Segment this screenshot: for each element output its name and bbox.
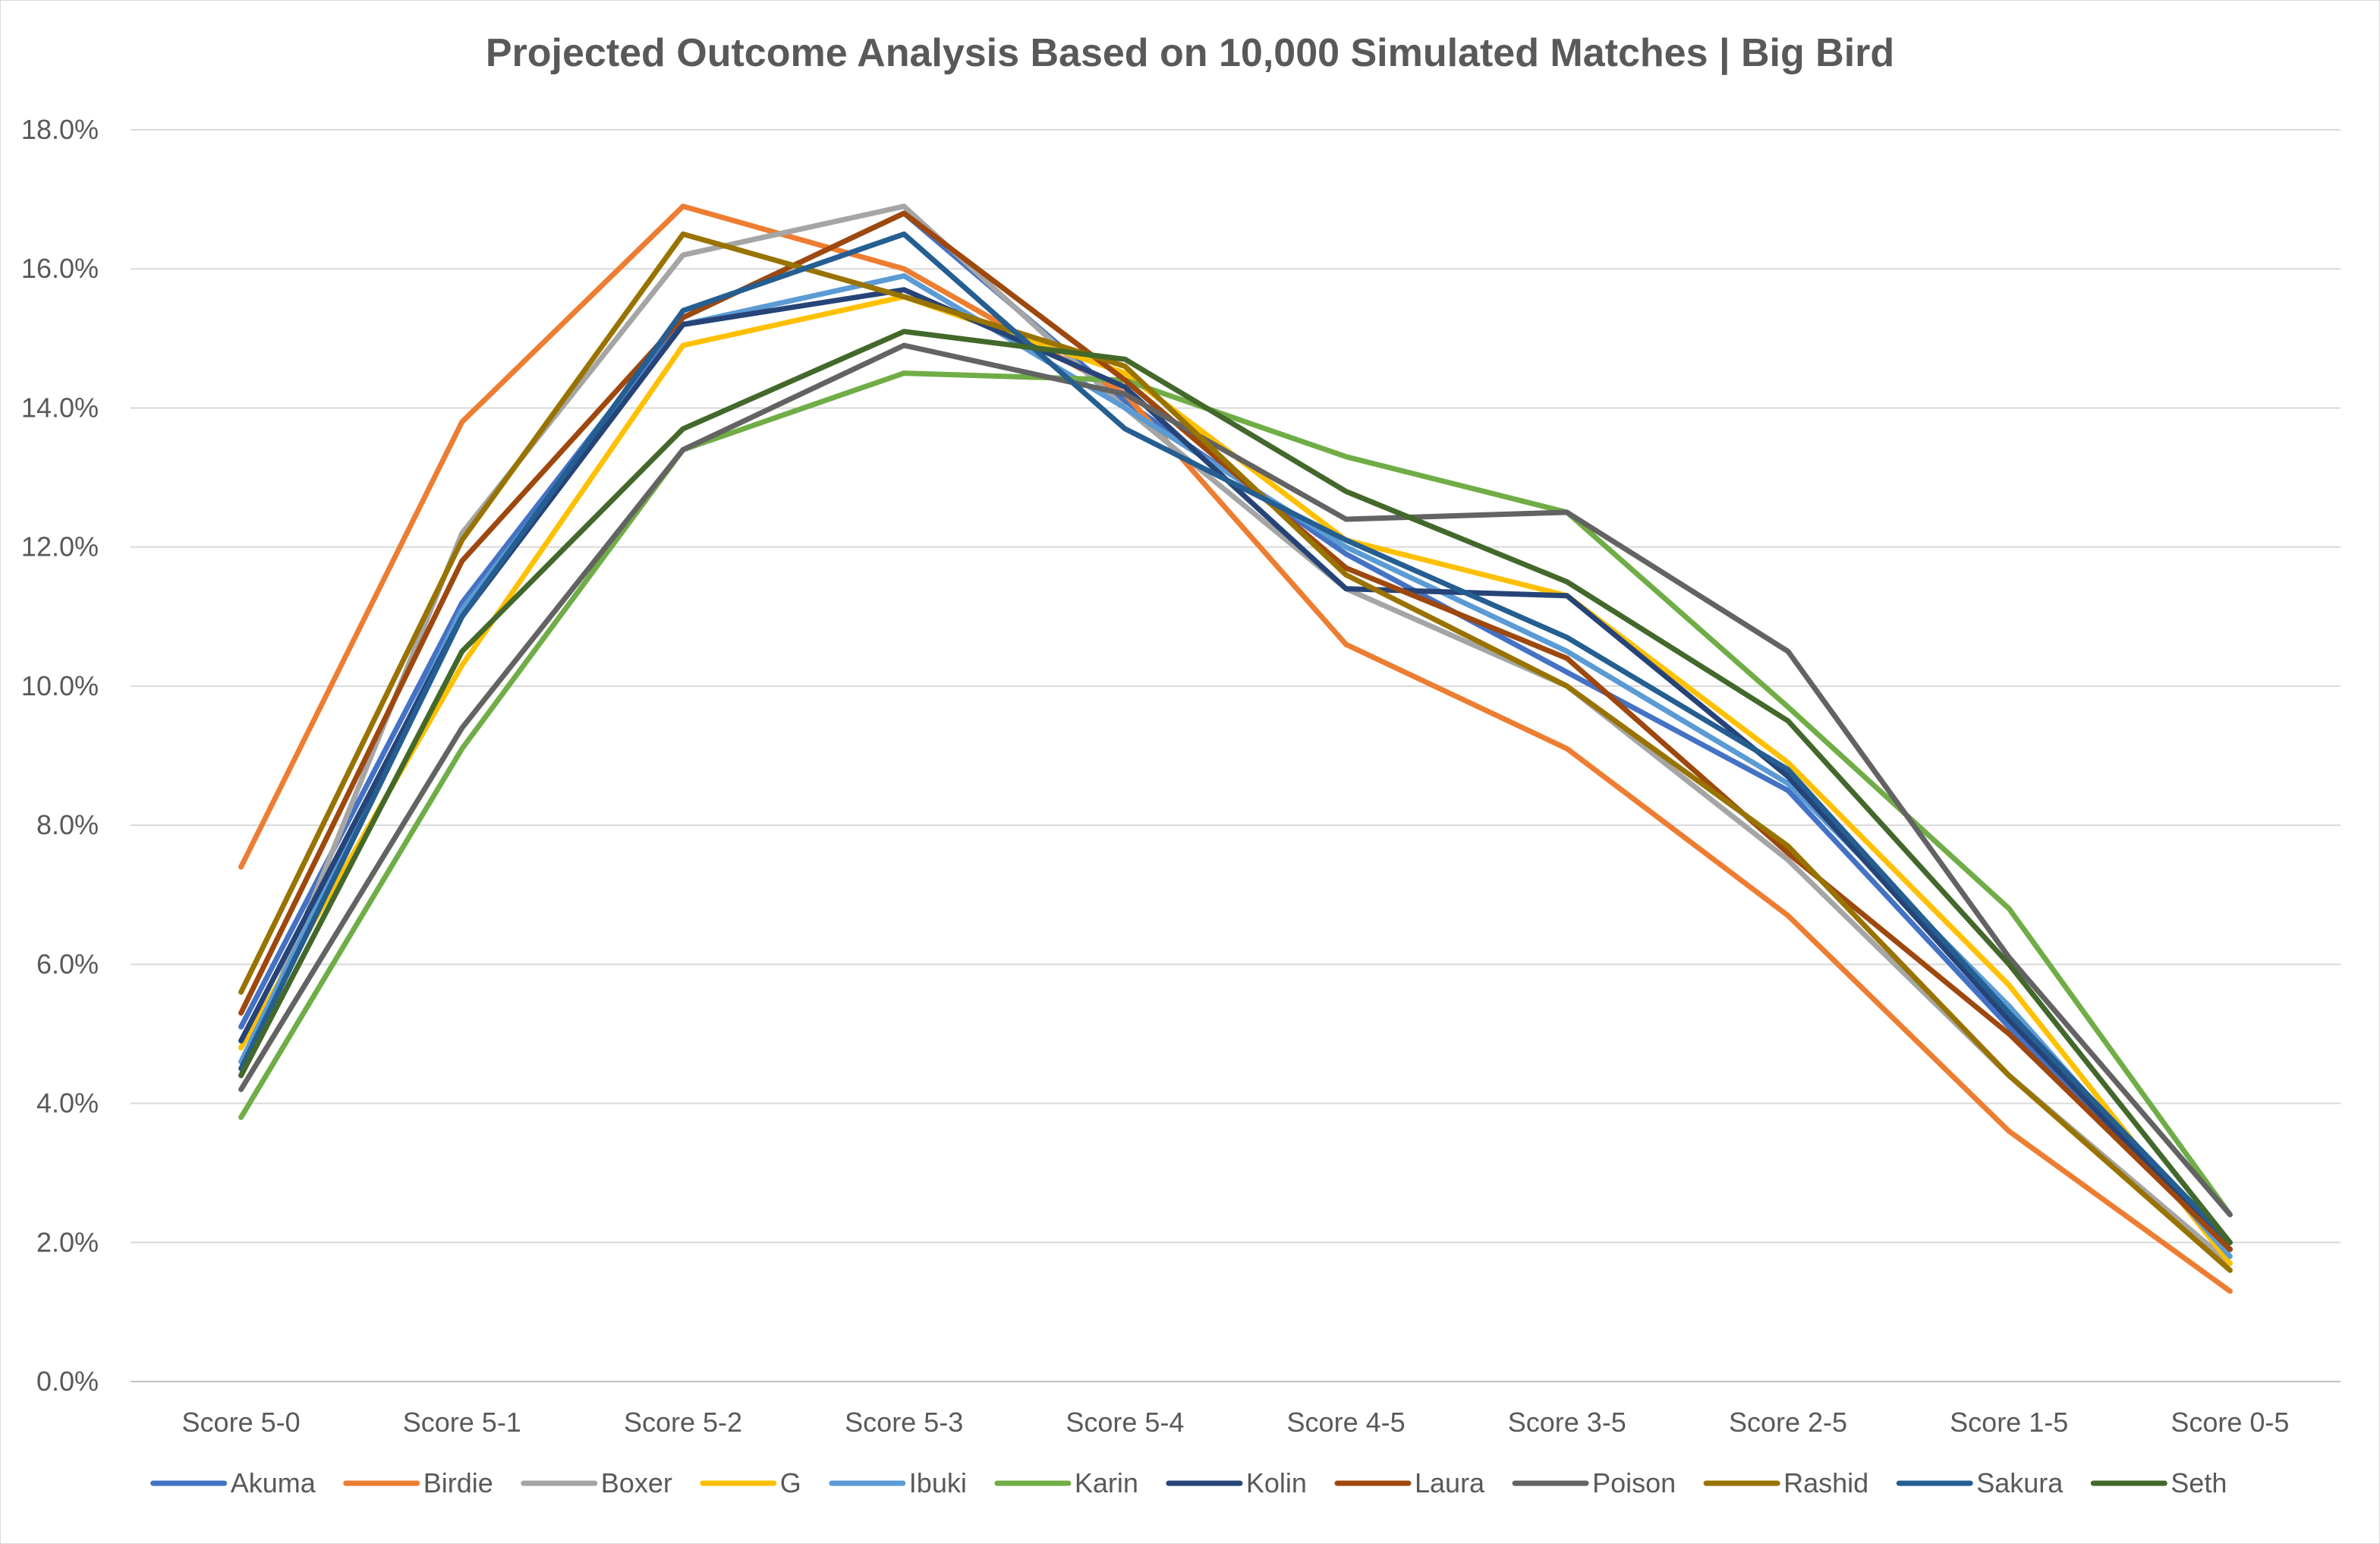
y-tick-label: 2.0%	[36, 1227, 99, 1258]
x-tick-label: Score 5-4	[1066, 1407, 1184, 1438]
y-tick-label: 18.0%	[21, 114, 99, 145]
y-tick-label: 4.0%	[36, 1088, 99, 1119]
legend-item-sakura: Sakura	[1896, 1467, 2064, 1498]
x-tick-label: Score 5-1	[403, 1407, 521, 1438]
y-tick-label: 14.0%	[21, 392, 99, 423]
y-tick-label: 8.0%	[36, 809, 99, 840]
legend-label: Seth	[2171, 1467, 2227, 1498]
x-tick-label: Score 5-2	[624, 1407, 742, 1438]
legend-label: Birdie	[423, 1467, 493, 1498]
legend-label: Boxer	[601, 1467, 672, 1498]
y-tick-label: 10.0%	[21, 670, 99, 701]
chart-title: Projected Outcome Analysis Based on 10,0…	[485, 31, 1895, 75]
series-line-birdie	[238, 203, 2233, 1294]
y-tick-label: 6.0%	[36, 948, 99, 979]
legend-item-rashid: Rashid	[1703, 1467, 1868, 1498]
x-tick-label: Score 5-3	[845, 1407, 963, 1438]
legend-label: Sakura	[1976, 1467, 2064, 1498]
x-tick-label: Score 2-5	[1729, 1407, 1847, 1438]
series-line-g	[238, 294, 2233, 1266]
x-tick-label: Score 1-5	[1950, 1407, 2068, 1438]
series-line-poison	[238, 342, 2233, 1218]
legend-item-karin: Karin	[994, 1467, 1138, 1498]
x-tick-label: Score 5-0	[182, 1407, 301, 1438]
series-lines	[238, 203, 2233, 1294]
y-tick-label: 12.0%	[21, 531, 99, 562]
x-tick-label: Score 3-5	[1508, 1407, 1626, 1438]
series-line-akuma	[238, 210, 2233, 1253]
legend-label: Karin	[1075, 1467, 1138, 1498]
legend-item-boxer: Boxer	[521, 1467, 672, 1498]
legend-label: Poison	[1592, 1467, 1676, 1498]
legend-label: G	[780, 1467, 801, 1498]
series-line-rashid	[238, 231, 2233, 1273]
series-line-sakura	[238, 231, 2233, 1246]
legend: Akuma Birdie Boxer G Ibuki Karin Kolin Laura Poi…	[150, 1467, 2227, 1498]
legend-item-seth: Seth	[2090, 1467, 2227, 1498]
legend-label: Ibuki	[909, 1467, 967, 1498]
legend-label: Rashid	[1783, 1467, 1868, 1498]
legend-label: Kolin	[1246, 1467, 1307, 1498]
series-line-boxer	[238, 203, 2233, 1266]
legend-label: Laura	[1415, 1467, 1485, 1498]
legend-item-laura: Laura	[1334, 1467, 1485, 1498]
legend-item-g: G	[700, 1467, 801, 1498]
y-tick-label: 0.0%	[36, 1366, 99, 1397]
legend-item-ibuki: Ibuki	[829, 1467, 967, 1498]
legend-item-kolin: Kolin	[1166, 1467, 1307, 1498]
y-tick-label: 16.0%	[21, 253, 99, 284]
series-line-kolin	[238, 287, 2233, 1253]
legend-item-poison: Poison	[1512, 1467, 1676, 1498]
gridlines	[131, 129, 2341, 1243]
y-axis-ticks: 0.0% 2.0% 4.0% 6.0% 8.0% 10.0% 12.0% 14.0% 16.0%…	[21, 114, 99, 1397]
x-tick-label: Score 0-5	[2171, 1407, 2289, 1438]
series-line-seth	[238, 329, 2233, 1246]
x-axis-ticks: Score 5-0 Score 5-1 Score 5-2 Score 5-3 Scor…	[182, 1407, 2290, 1438]
series-line-laura	[238, 210, 2233, 1253]
legend-label: Akuma	[231, 1467, 316, 1498]
legend-item-akuma: Akuma	[150, 1467, 316, 1498]
x-tick-label: Score 4-5	[1287, 1407, 1406, 1438]
legend-item-birdie: Birdie	[343, 1467, 493, 1498]
